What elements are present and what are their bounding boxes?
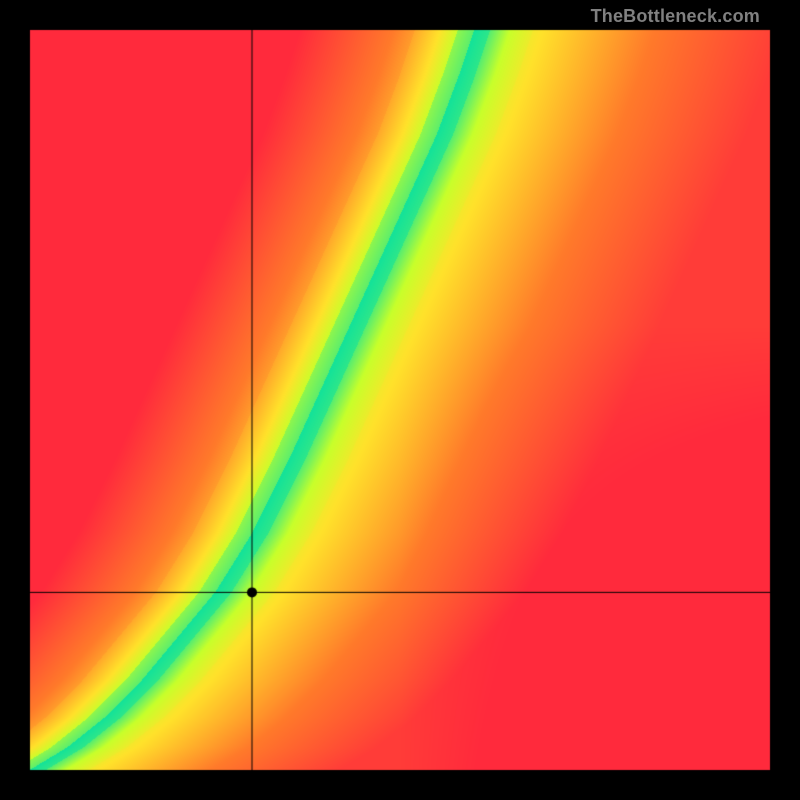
heatmap-canvas: [0, 0, 800, 800]
chart-container: TheBottleneck.com: [0, 0, 800, 800]
watermark-text: TheBottleneck.com: [591, 6, 760, 27]
